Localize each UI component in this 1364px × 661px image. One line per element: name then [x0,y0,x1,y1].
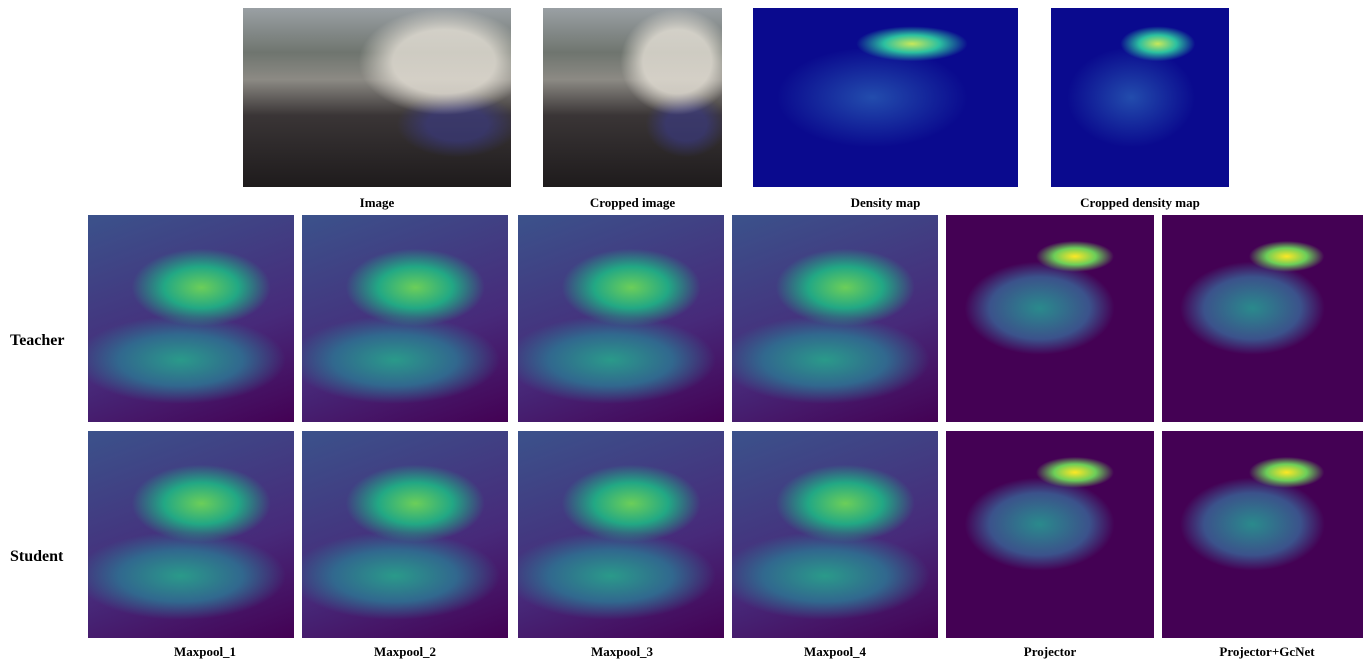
column-caption: Projector [1024,644,1076,660]
top-caption: Cropped density map [1080,195,1200,211]
top-caption: Cropped image [590,195,675,211]
top-image [753,8,1018,187]
column-caption: Maxpool_4 [804,644,866,660]
top-image [243,8,511,187]
figure: Image Cropped image Density map Cropped den… [0,0,1364,661]
row-label: Teacher [10,332,65,350]
row-label: Student [10,548,63,566]
feature-map [1162,431,1363,638]
feature-map [302,431,508,638]
top-image [1051,8,1229,187]
feature-map [518,215,724,422]
column-caption: Maxpool_3 [591,644,653,660]
feature-map [88,215,294,422]
feature-map [946,215,1154,422]
feature-map [302,215,508,422]
feature-map [946,431,1154,638]
feature-map [88,431,294,638]
column-caption: Maxpool_1 [174,644,236,660]
column-caption: Projector+GcNet [1219,644,1314,660]
feature-map [732,215,938,422]
top-caption: Density map [851,195,921,211]
top-image [543,8,722,187]
top-caption: Image [360,195,395,211]
feature-map [1162,215,1363,422]
feature-map [518,431,724,638]
feature-map [732,431,938,638]
column-caption: Maxpool_2 [374,644,436,660]
